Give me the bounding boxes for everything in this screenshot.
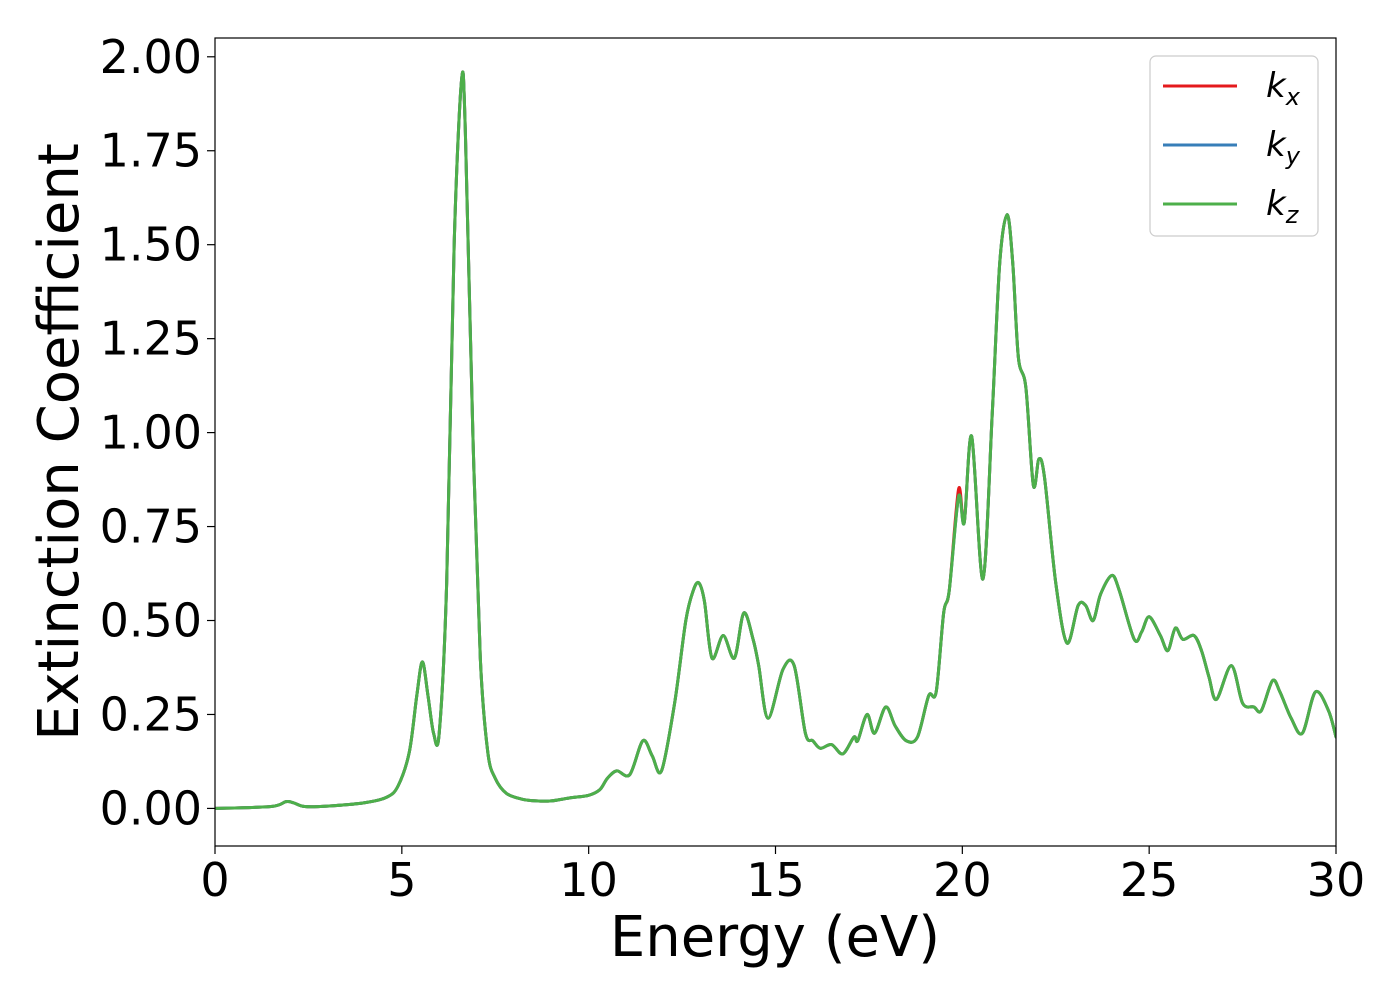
y-tick-label: 1.75 xyxy=(100,124,202,178)
x-tick-label: 5 xyxy=(387,853,416,907)
series-layer xyxy=(215,70,1336,810)
legend: kx ky kz xyxy=(1149,55,1319,237)
y-tick-label: 1.00 xyxy=(100,406,202,460)
y-tick-label: 0.75 xyxy=(100,500,202,554)
x-tick-label: 0 xyxy=(200,853,229,907)
y-tick-label: 2.00 xyxy=(100,30,202,84)
y-axis-title: Extinction Coefficient xyxy=(27,143,92,741)
y-tick-label: 0.50 xyxy=(100,594,202,648)
legend-label-kx: kx xyxy=(1266,66,1301,111)
legend-label-ky: ky xyxy=(1266,125,1301,170)
ticks-layer: 0 5 10 15 20 25 30 0.00 0.25 0.50 0.75 1.00 1.25 1.50… xyxy=(100,30,1366,907)
x-tick-label: 20 xyxy=(933,853,992,907)
y-tick-label: 0.25 xyxy=(100,687,202,741)
x-tick-label: 10 xyxy=(559,853,618,907)
legend-label-kz: kz xyxy=(1266,184,1300,229)
y-tick-label: 0.00 xyxy=(100,781,202,835)
x-tick-label: 15 xyxy=(746,853,805,907)
series-line-kz xyxy=(215,70,1336,810)
x-axis-title: Energy (eV) xyxy=(610,905,940,970)
y-tick-label: 1.25 xyxy=(100,312,202,366)
y-tick-label: 1.50 xyxy=(100,218,202,272)
x-tick-label: 30 xyxy=(1307,853,1366,907)
x-tick-label: 25 xyxy=(1120,853,1179,907)
